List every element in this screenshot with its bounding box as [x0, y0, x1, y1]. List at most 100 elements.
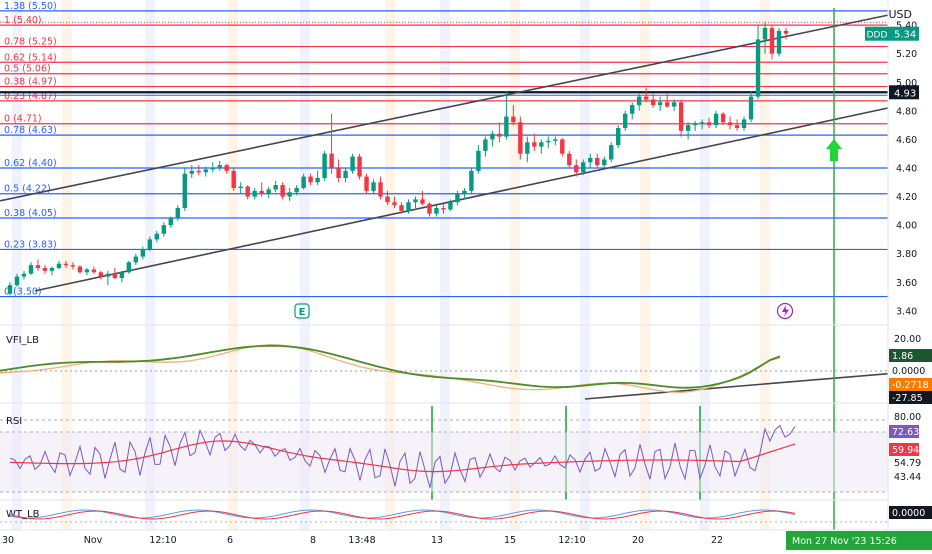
- fib-label: 0.62 (5.14): [4, 52, 57, 63]
- candle-body: [399, 205, 404, 211]
- candle-body: [273, 185, 278, 190]
- candle-body: [420, 199, 425, 204]
- time-tick-label: 22: [711, 535, 723, 546]
- price-tick-label: 4.20: [896, 192, 917, 203]
- price-tick-label: 5.00: [896, 78, 917, 89]
- session-band: [228, 0, 238, 530]
- fib-label: 0.38 (4.97): [4, 77, 57, 88]
- candle-body: [643, 96, 649, 100]
- candle-body: [203, 169, 208, 173]
- candle-body: [776, 30, 782, 54]
- earnings-badge[interactable]: [294, 303, 310, 319]
- time-tick-label: 12:10: [149, 535, 176, 546]
- candle-body: [350, 156, 355, 171]
- time-tick-label: 20: [632, 535, 644, 546]
- marked-level-badge[interactable]: [889, 85, 919, 100]
- rsi-value-label: 59.94: [892, 445, 919, 456]
- candle-body: [727, 122, 733, 126]
- candle-body: [553, 139, 558, 141]
- candle-body: [441, 208, 446, 210]
- up-arrow-icon[interactable]: [826, 139, 842, 161]
- candle-body: [301, 176, 306, 188]
- candle-body: [706, 122, 712, 126]
- candle-body: [532, 142, 537, 147]
- upper-trend-line[interactable]: [0, 14, 889, 202]
- price-tick-label: 4.00: [896, 221, 917, 232]
- candle-body: [126, 262, 132, 273]
- candle-body: [783, 30, 789, 34]
- rsi-tick-label: 43.44: [894, 472, 921, 483]
- candle-body: [581, 162, 586, 173]
- candle-body: [699, 122, 705, 124]
- candle-body: [322, 153, 327, 178]
- price-tick-label: 3.80: [896, 249, 917, 260]
- time-axis[interactable]: 30 Nov 12:10 6 8 13:48 13 15 12:10 20 22 Mon 27 Nov…: [0, 529, 932, 550]
- candle-body: [63, 263, 69, 266]
- candle-body: [469, 170, 474, 191]
- candle-body: [14, 276, 20, 286]
- price-axis[interactable]: 5.40 5.20 5.00 4.80 4.60 4.40 4.20 4.00 3.80 3.60…: [865, 0, 932, 550]
- candle-body: [462, 190, 467, 194]
- rsi-pane: RSI: [0, 416, 888, 493]
- candle-body: [119, 272, 125, 278]
- candle-body: [21, 273, 27, 277]
- candle-body: [189, 170, 194, 174]
- candle-body: [287, 192, 292, 197]
- vfi-value-badge: [889, 391, 932, 404]
- candle-body: [182, 173, 187, 208]
- candle-body: [259, 190, 264, 194]
- rsi-value-badge: [889, 425, 919, 438]
- candle-body: [245, 186, 250, 197]
- crosshair-time-badge[interactable]: [786, 531, 932, 550]
- rsi-band: [0, 432, 888, 492]
- earnings-icon: E: [299, 307, 306, 318]
- rsi-value-badge: [889, 443, 919, 456]
- candle-body: [664, 102, 670, 107]
- candle-body: [385, 196, 390, 203]
- fib-label: 1 (5.40): [4, 15, 42, 26]
- vfi-trend-line[interactable]: [584, 369, 932, 400]
- candle-body: [266, 189, 271, 194]
- candle-body: [734, 125, 740, 128]
- wt-value-badge: [889, 506, 932, 519]
- candle-body: [35, 265, 41, 268]
- trend-channel[interactable]: [0, 14, 932, 400]
- session-band: [300, 0, 310, 530]
- fib-label: 0.5 (5.06): [4, 64, 51, 75]
- candle-body: [497, 133, 502, 137]
- fib-label: 1.38 (5.50): [4, 1, 57, 12]
- session-band: [385, 0, 395, 530]
- candle-body: [476, 150, 481, 171]
- candle-body: [406, 202, 411, 211]
- candle-body: [364, 176, 369, 191]
- session-band: [760, 0, 770, 530]
- last-price-badge[interactable]: [889, 26, 919, 41]
- fib-label: 0.78 (5.25): [4, 37, 57, 48]
- candle-body: [378, 182, 383, 197]
- candle-body: [629, 105, 635, 114]
- time-tick-label: 13: [431, 535, 443, 546]
- price-tick-label: 3.60: [896, 278, 917, 289]
- candle-body: [133, 256, 139, 263]
- lower-trend-line[interactable]: [34, 107, 889, 292]
- candle-body: [280, 185, 285, 197]
- vfi-value-label: 1.86: [892, 351, 913, 362]
- vfi-value-badge: [889, 349, 932, 362]
- candle-body: [147, 239, 153, 250]
- session-band: [440, 0, 450, 530]
- candle-body: [511, 116, 516, 123]
- candle-body: [168, 218, 173, 226]
- candle-body: [434, 208, 439, 214]
- candle-body: [357, 156, 362, 177]
- vfi-line: [0, 344, 781, 389]
- candle-body: [329, 153, 334, 168]
- price-tick-label: 4.40: [896, 164, 917, 175]
- time-tick-label: 6: [227, 535, 233, 546]
- price-tick-label: 5.20: [896, 49, 917, 60]
- fib-label: 0.62 (4.40): [4, 158, 57, 169]
- rsi-tick-label: 80.00: [894, 412, 921, 423]
- candle-body: [392, 202, 397, 206]
- crosshair-time-label: Mon 27 Nov '23 15:26: [792, 536, 897, 547]
